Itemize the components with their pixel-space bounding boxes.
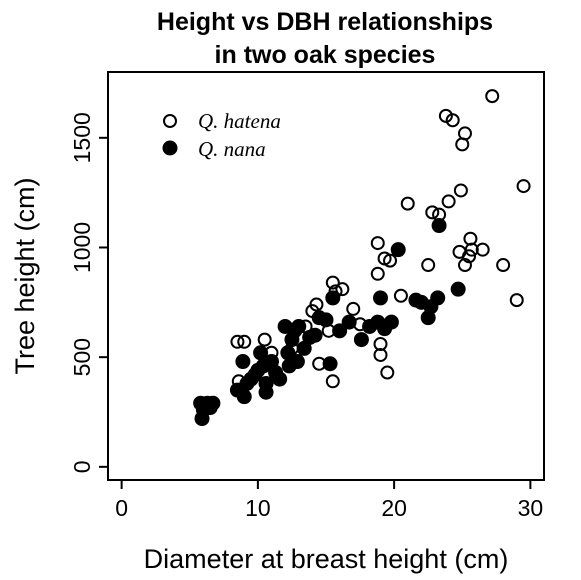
- point-q-hatena: [453, 183, 468, 198]
- legend-marker-q-hatena: [163, 114, 177, 128]
- point-q-nana: [341, 314, 357, 330]
- point-q-hatena: [257, 332, 272, 347]
- point-q-hatena: [393, 288, 408, 303]
- point-q-hatena: [370, 236, 385, 251]
- x-tick-label: 20: [381, 495, 407, 521]
- series-q-nana: [193, 218, 466, 427]
- point-q-hatena: [325, 275, 340, 290]
- legend-label-q-hatena: Q. hatena: [198, 109, 281, 133]
- point-q-nana: [431, 218, 447, 234]
- data-points: [193, 89, 531, 427]
- point-q-hatena: [457, 258, 472, 273]
- point-q-hatena: [421, 258, 436, 273]
- y-tick-label: 1500: [69, 112, 95, 163]
- point-q-hatena: [370, 266, 385, 281]
- x-tick-label: 10: [245, 495, 271, 521]
- x-tick-label: 0: [115, 495, 128, 521]
- point-q-hatena: [237, 334, 252, 349]
- point-q-hatena: [309, 297, 324, 312]
- x-axis: 0 10 20 30: [115, 479, 544, 521]
- point-q-nana: [289, 354, 305, 370]
- point-q-nana: [258, 384, 274, 400]
- point-q-hatena: [509, 293, 524, 308]
- point-q-hatena: [485, 89, 500, 104]
- point-q-hatena: [325, 374, 340, 389]
- legend-label-q-nana: Q. nana: [198, 137, 266, 161]
- point-q-nana: [322, 356, 338, 372]
- point-q-nana: [390, 242, 406, 258]
- point-q-hatena: [335, 282, 350, 297]
- point-q-nana: [373, 290, 388, 306]
- point-q-nana: [205, 395, 221, 411]
- point-q-nana: [325, 290, 341, 306]
- point-q-nana: [272, 371, 288, 387]
- point-q-hatena: [462, 249, 477, 264]
- y-tick-label: 1000: [69, 222, 95, 273]
- point-q-hatena: [380, 365, 395, 380]
- y-axis: 0 500 1000 1500: [69, 112, 109, 473]
- point-q-hatena: [464, 242, 479, 257]
- chart-title-line-2: in two oak species: [215, 41, 436, 69]
- point-q-hatena: [425, 205, 440, 220]
- point-q-hatena: [441, 194, 456, 209]
- legend: Q. hatena Q. nana: [162, 109, 281, 161]
- point-q-nana: [235, 354, 251, 370]
- point-q-hatena: [383, 253, 398, 268]
- point-q-hatena: [400, 196, 415, 211]
- point-q-nana: [332, 323, 348, 339]
- point-q-hatena: [475, 242, 490, 257]
- x-axis-label: Diameter at breast height (cm): [144, 544, 509, 574]
- point-q-nana: [383, 314, 399, 330]
- point-q-nana: [353, 332, 369, 348]
- point-q-hatena: [516, 179, 531, 194]
- point-q-hatena: [438, 108, 453, 123]
- chart-title-line-1: Height vs DBH relationships: [157, 8, 493, 36]
- y-tick-label: 500: [69, 338, 95, 376]
- x-tick-label: 30: [518, 495, 544, 521]
- point-q-nana: [450, 281, 466, 297]
- point-q-nana: [307, 327, 323, 343]
- point-q-hatena: [373, 347, 388, 362]
- point-q-nana: [236, 389, 252, 405]
- point-q-hatena: [230, 334, 245, 349]
- y-axis-label: Tree height (cm): [10, 177, 40, 374]
- point-q-nana: [318, 312, 334, 328]
- point-q-nana: [291, 318, 307, 334]
- point-q-hatena: [457, 126, 472, 141]
- point-q-hatena: [373, 337, 388, 351]
- legend-marker-q-nana: [162, 140, 178, 156]
- point-q-hatena: [445, 113, 460, 128]
- point-q-hatena: [346, 301, 361, 316]
- y-tick-label: 0: [69, 460, 95, 473]
- point-q-nana: [430, 290, 446, 306]
- point-q-hatena: [496, 258, 511, 273]
